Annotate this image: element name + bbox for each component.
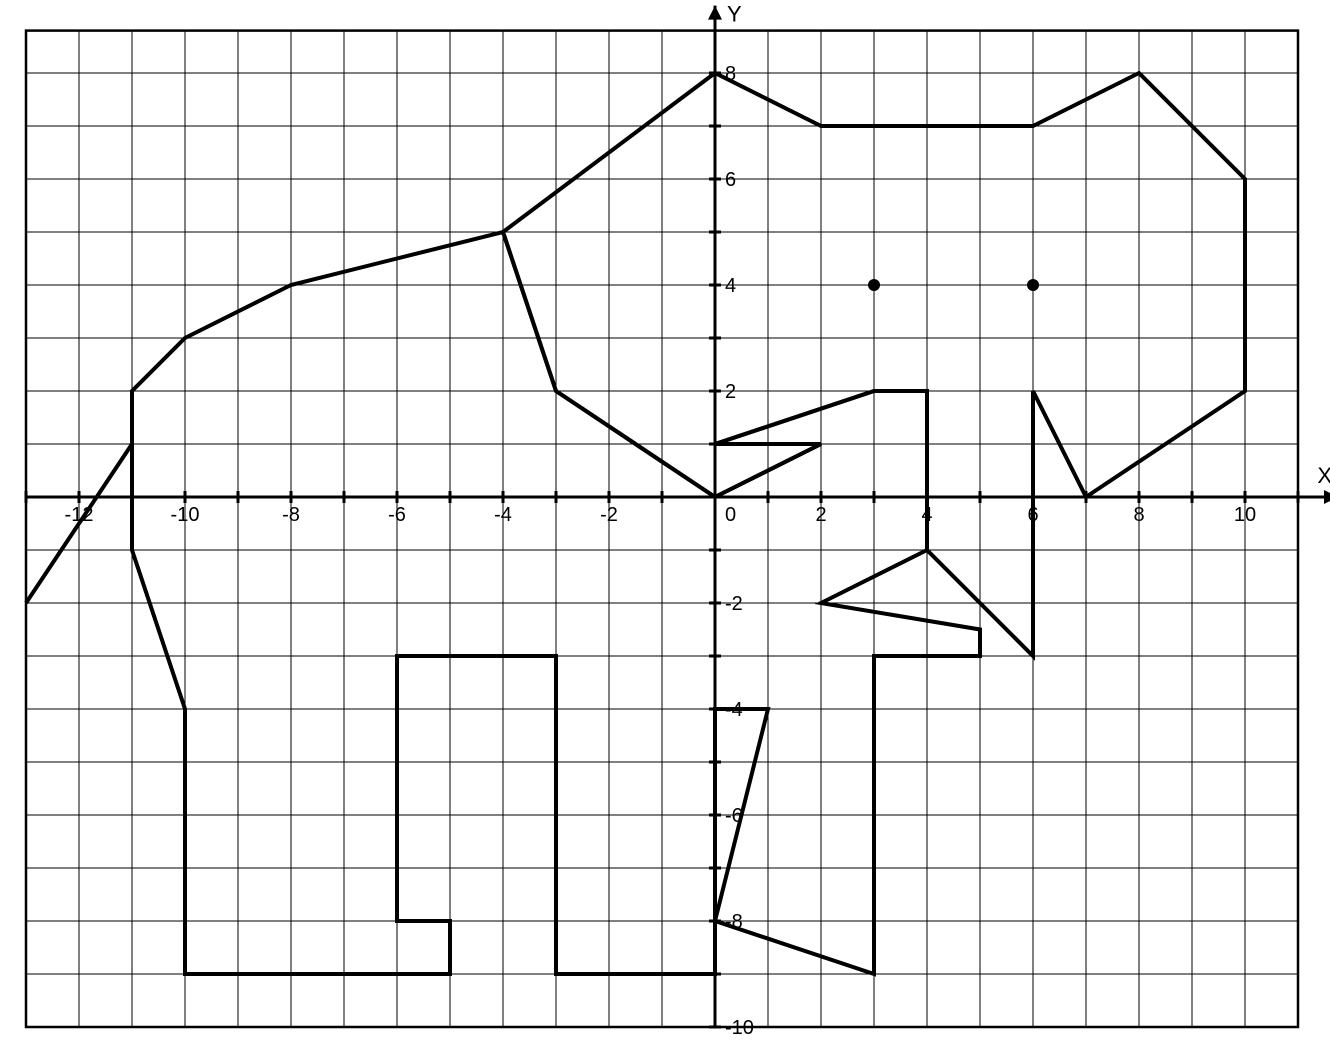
y-axis-label: Y xyxy=(727,2,742,27)
figure-drawing xyxy=(26,73,1245,974)
x-axis-arrow xyxy=(1324,490,1330,504)
chart-svg: XY-12-10-8-6-4-20246810-10-8-6-4-22468 xyxy=(0,0,1330,1062)
x-tick-label: -8 xyxy=(282,504,300,526)
y-axis-arrow xyxy=(708,6,722,20)
y-tick-label: -2 xyxy=(725,593,743,615)
x-tick-label: 2 xyxy=(815,504,826,526)
x-tick-label: 10 xyxy=(1234,504,1256,526)
y-tick-label: 4 xyxy=(725,275,736,297)
figure-eye xyxy=(1027,279,1039,291)
x-tick-label: -6 xyxy=(388,504,406,526)
grid xyxy=(26,31,1298,1027)
x-tick-label: 8 xyxy=(1133,504,1144,526)
y-tick-label: 2 xyxy=(725,381,736,403)
tick-labels: -12-10-8-6-4-20246810-10-8-6-4-22468 xyxy=(65,63,1257,1039)
x-axis-label: X xyxy=(1317,463,1330,488)
figure-eye xyxy=(868,279,880,291)
y-tick-label: 6 xyxy=(725,169,736,191)
y-tick-label: -10 xyxy=(725,1017,754,1039)
coordinate-chart: XY-12-10-8-6-4-20246810-10-8-6-4-22468 xyxy=(0,0,1330,1062)
x-tick-label: -10 xyxy=(171,504,200,526)
x-tick-label: -2 xyxy=(600,504,618,526)
x-tick-label: -4 xyxy=(494,504,512,526)
x-tick-label: 0 xyxy=(725,504,736,526)
